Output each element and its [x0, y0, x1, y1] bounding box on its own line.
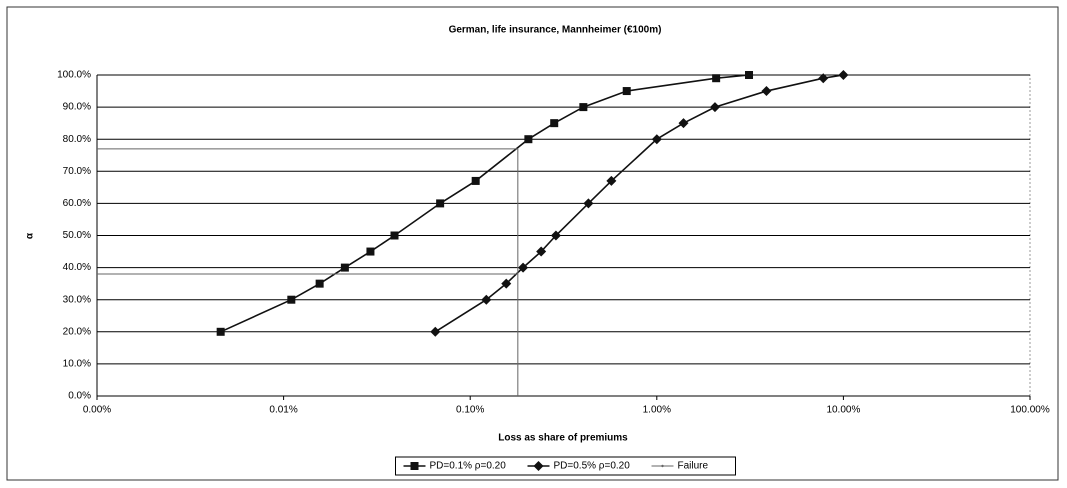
- marker: [533, 461, 544, 471]
- marker: [287, 295, 296, 304]
- marker: [524, 135, 533, 144]
- y-tick-label: 30.0%: [63, 294, 91, 305]
- chart-title: German, life insurance, Mannheimer (€100…: [449, 25, 662, 36]
- marker: [579, 103, 588, 112]
- marker: [550, 119, 559, 128]
- marker: [430, 326, 441, 337]
- marker: [518, 262, 529, 273]
- marker: [481, 294, 492, 305]
- y-tick-label: 40.0%: [63, 262, 91, 273]
- marker: [745, 71, 754, 79]
- marker: [838, 70, 849, 80]
- series-line: [434, 74, 844, 333]
- marker: [678, 118, 689, 129]
- marker: [712, 74, 721, 83]
- marker: [583, 198, 594, 209]
- marker: [410, 462, 419, 470]
- marker: [366, 247, 375, 256]
- y-tick-label: 50.0%: [63, 230, 91, 241]
- series-line: [97, 148, 519, 396]
- marker: [436, 199, 445, 208]
- legend-label: Failure: [678, 461, 709, 472]
- y-tick-label: 20.0%: [63, 326, 91, 337]
- y-tick-label: 0.0%: [68, 391, 91, 402]
- legend-frame: [395, 456, 736, 476]
- marker: [622, 87, 631, 96]
- legend-label: PD=0.5% ρ=0.20: [554, 461, 631, 472]
- y-tick-label: 100.0%: [57, 70, 91, 81]
- y-tick-label: 70.0%: [63, 166, 91, 177]
- marker: [818, 73, 829, 84]
- marker: [471, 176, 480, 185]
- y-tick-label: 10.0%: [63, 359, 91, 370]
- marker: [390, 231, 399, 240]
- y-tick-label: 60.0%: [63, 198, 91, 209]
- x-tick-label: 0.01%: [269, 405, 297, 416]
- marker: [709, 102, 720, 113]
- y-axis-label: α: [25, 232, 36, 239]
- x-tick-label: 10.00%: [826, 405, 860, 416]
- series-line: [220, 74, 750, 333]
- x-tick-label: 0.00%: [83, 405, 111, 416]
- marker: [340, 263, 349, 272]
- marker: [315, 279, 324, 288]
- x-tick-label: 100.00%: [1010, 405, 1050, 416]
- marker: [536, 246, 547, 257]
- chart-frame: [6, 6, 1059, 481]
- marker: [761, 86, 772, 97]
- marker: [651, 134, 662, 145]
- x-tick-label: 0.10%: [456, 405, 484, 416]
- legend-label: PD=0.1% ρ=0.20: [430, 461, 507, 472]
- marker: [550, 230, 561, 241]
- x-tick-label: 1.00%: [643, 405, 671, 416]
- marker: [661, 464, 664, 468]
- y-tick-label: 90.0%: [63, 102, 91, 113]
- marker: [606, 175, 617, 186]
- x-axis-label: Loss as share of premiums: [498, 433, 628, 444]
- marker: [501, 278, 512, 289]
- marker: [216, 327, 225, 336]
- y-tick-label: 80.0%: [63, 134, 91, 145]
- legend: PD=0.1% ρ=0.20 PD=0.5% ρ=0.20 Failure: [395, 456, 736, 476]
